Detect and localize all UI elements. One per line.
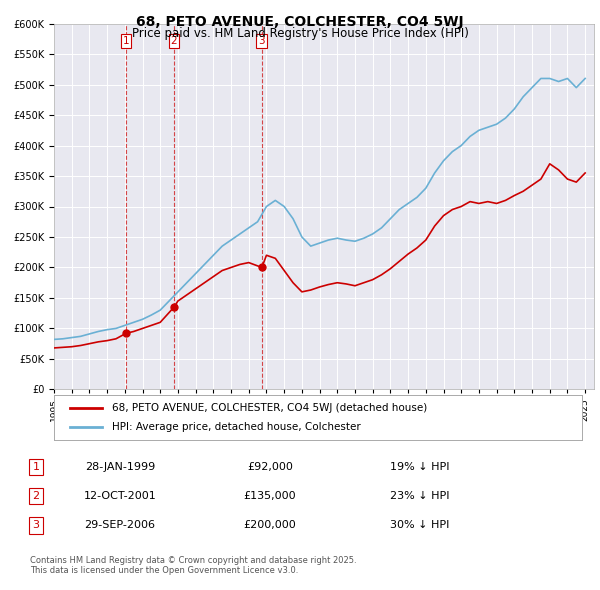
- Text: 28-JAN-1999: 28-JAN-1999: [85, 462, 155, 472]
- Text: 3: 3: [259, 36, 265, 46]
- Text: HPI: Average price, detached house, Colchester: HPI: Average price, detached house, Colc…: [112, 422, 361, 432]
- Text: 23% ↓ HPI: 23% ↓ HPI: [390, 491, 450, 501]
- Text: 2: 2: [32, 491, 40, 501]
- Text: 1: 1: [123, 36, 130, 46]
- Text: 2: 2: [171, 36, 178, 46]
- Text: £135,000: £135,000: [244, 491, 296, 501]
- Text: £200,000: £200,000: [244, 520, 296, 530]
- Text: 19% ↓ HPI: 19% ↓ HPI: [390, 462, 450, 472]
- Text: 30% ↓ HPI: 30% ↓ HPI: [391, 520, 449, 530]
- Text: 3: 3: [32, 520, 40, 530]
- Text: 68, PETO AVENUE, COLCHESTER, CO4 5WJ: 68, PETO AVENUE, COLCHESTER, CO4 5WJ: [136, 15, 464, 29]
- Text: 12-OCT-2001: 12-OCT-2001: [83, 491, 157, 501]
- Text: 1: 1: [32, 462, 40, 472]
- Text: £92,000: £92,000: [247, 462, 293, 472]
- Text: 29-SEP-2006: 29-SEP-2006: [85, 520, 155, 530]
- Text: Price paid vs. HM Land Registry's House Price Index (HPI): Price paid vs. HM Land Registry's House …: [131, 27, 469, 40]
- Text: 68, PETO AVENUE, COLCHESTER, CO4 5WJ (detached house): 68, PETO AVENUE, COLCHESTER, CO4 5WJ (de…: [112, 403, 427, 412]
- Text: Contains HM Land Registry data © Crown copyright and database right 2025.
This d: Contains HM Land Registry data © Crown c…: [30, 556, 356, 575]
